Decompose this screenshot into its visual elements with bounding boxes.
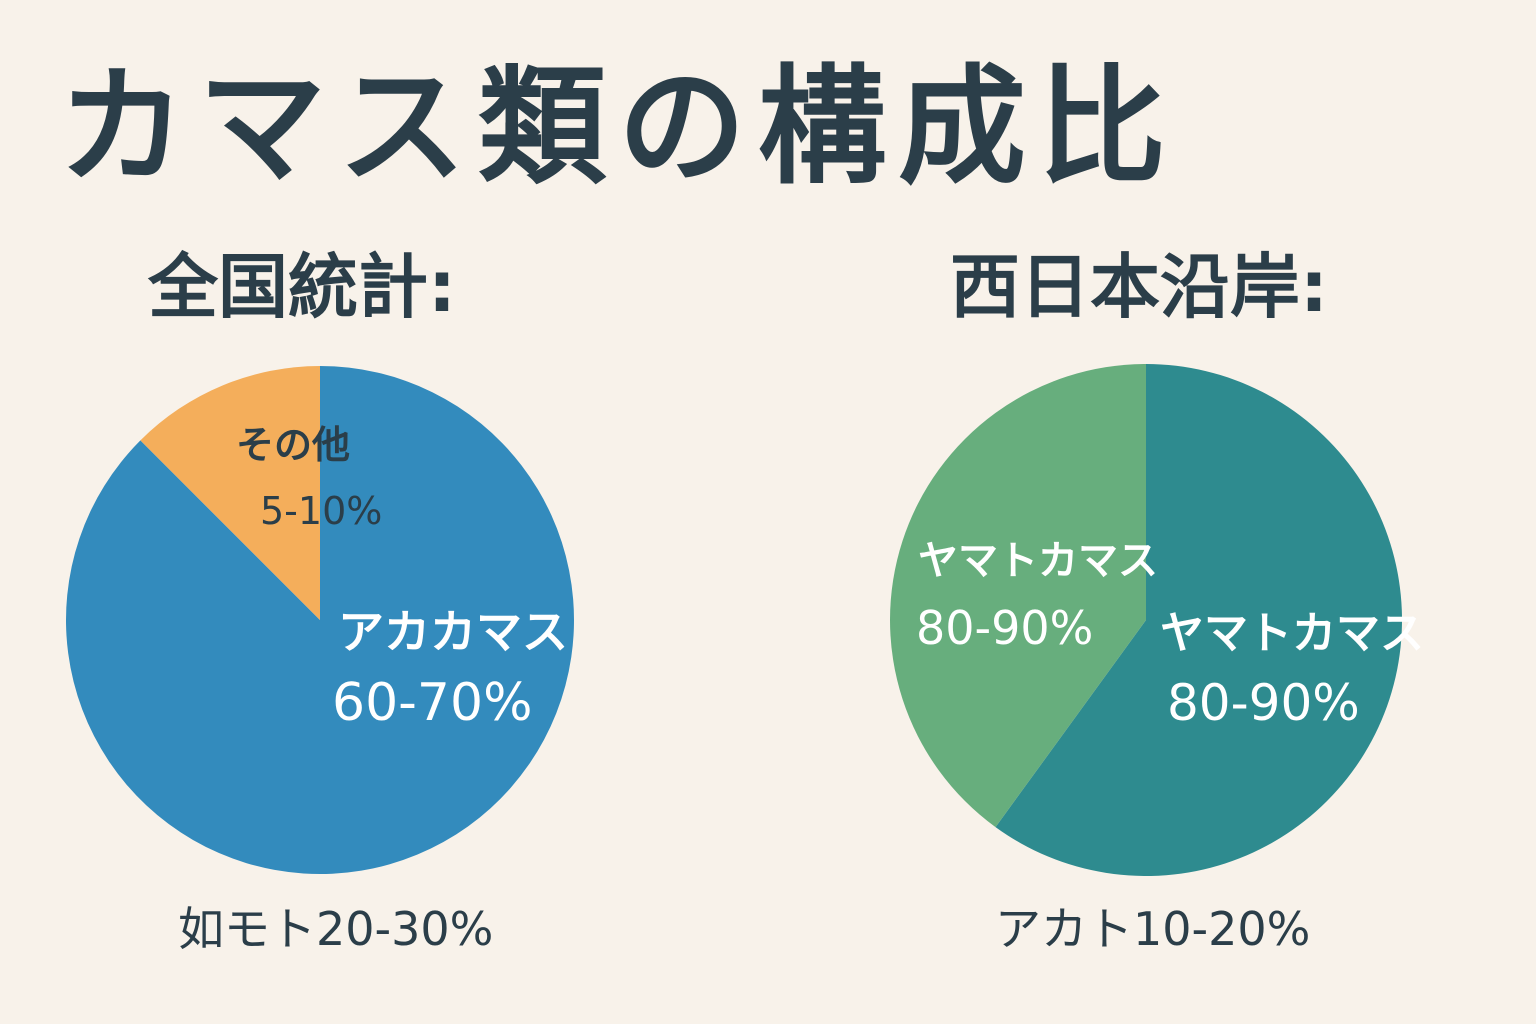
chart-2-title: 西日本沿岸: <box>950 246 1328 328</box>
pie-west-slice-0 <box>995 364 1402 876</box>
pie-national-slice-1 <box>140 366 320 620</box>
chart-1-footnote: 如モト20-30% <box>178 902 494 956</box>
pie-national-slice-1-label: その他 <box>236 423 350 467</box>
pie-west-slice-1-value: 80-90% <box>916 601 1093 655</box>
pie-chart-west-japan: ヤマトカマス 80-90% ヤマトカマス 80-90% <box>890 364 1424 876</box>
chart-1-title: 全国統計: <box>148 246 456 328</box>
pie-national-slice-0-label: アカカマス <box>338 605 568 659</box>
pie-national-slice-1-value: 5-10% <box>260 489 382 533</box>
pie-west-slice-1 <box>890 364 1146 828</box>
pie-west-slice-0-label: ヤマトカマス <box>1160 608 1424 659</box>
pie-west-slice-0-value: 80-90% <box>1167 674 1360 732</box>
pie-national-slice-0-value: 60-70% <box>332 673 533 733</box>
pie-national-slice-0 <box>65 366 574 874</box>
pie-west-slice-1-label: ヤマトカマス <box>918 538 1158 584</box>
chart-2-footnote: アカト10-20% <box>995 902 1311 956</box>
chart-title: カマス類の構成比 <box>58 53 1179 202</box>
pie-chart-national: アカカマス 60-70% その他 5-10% <box>65 366 574 874</box>
